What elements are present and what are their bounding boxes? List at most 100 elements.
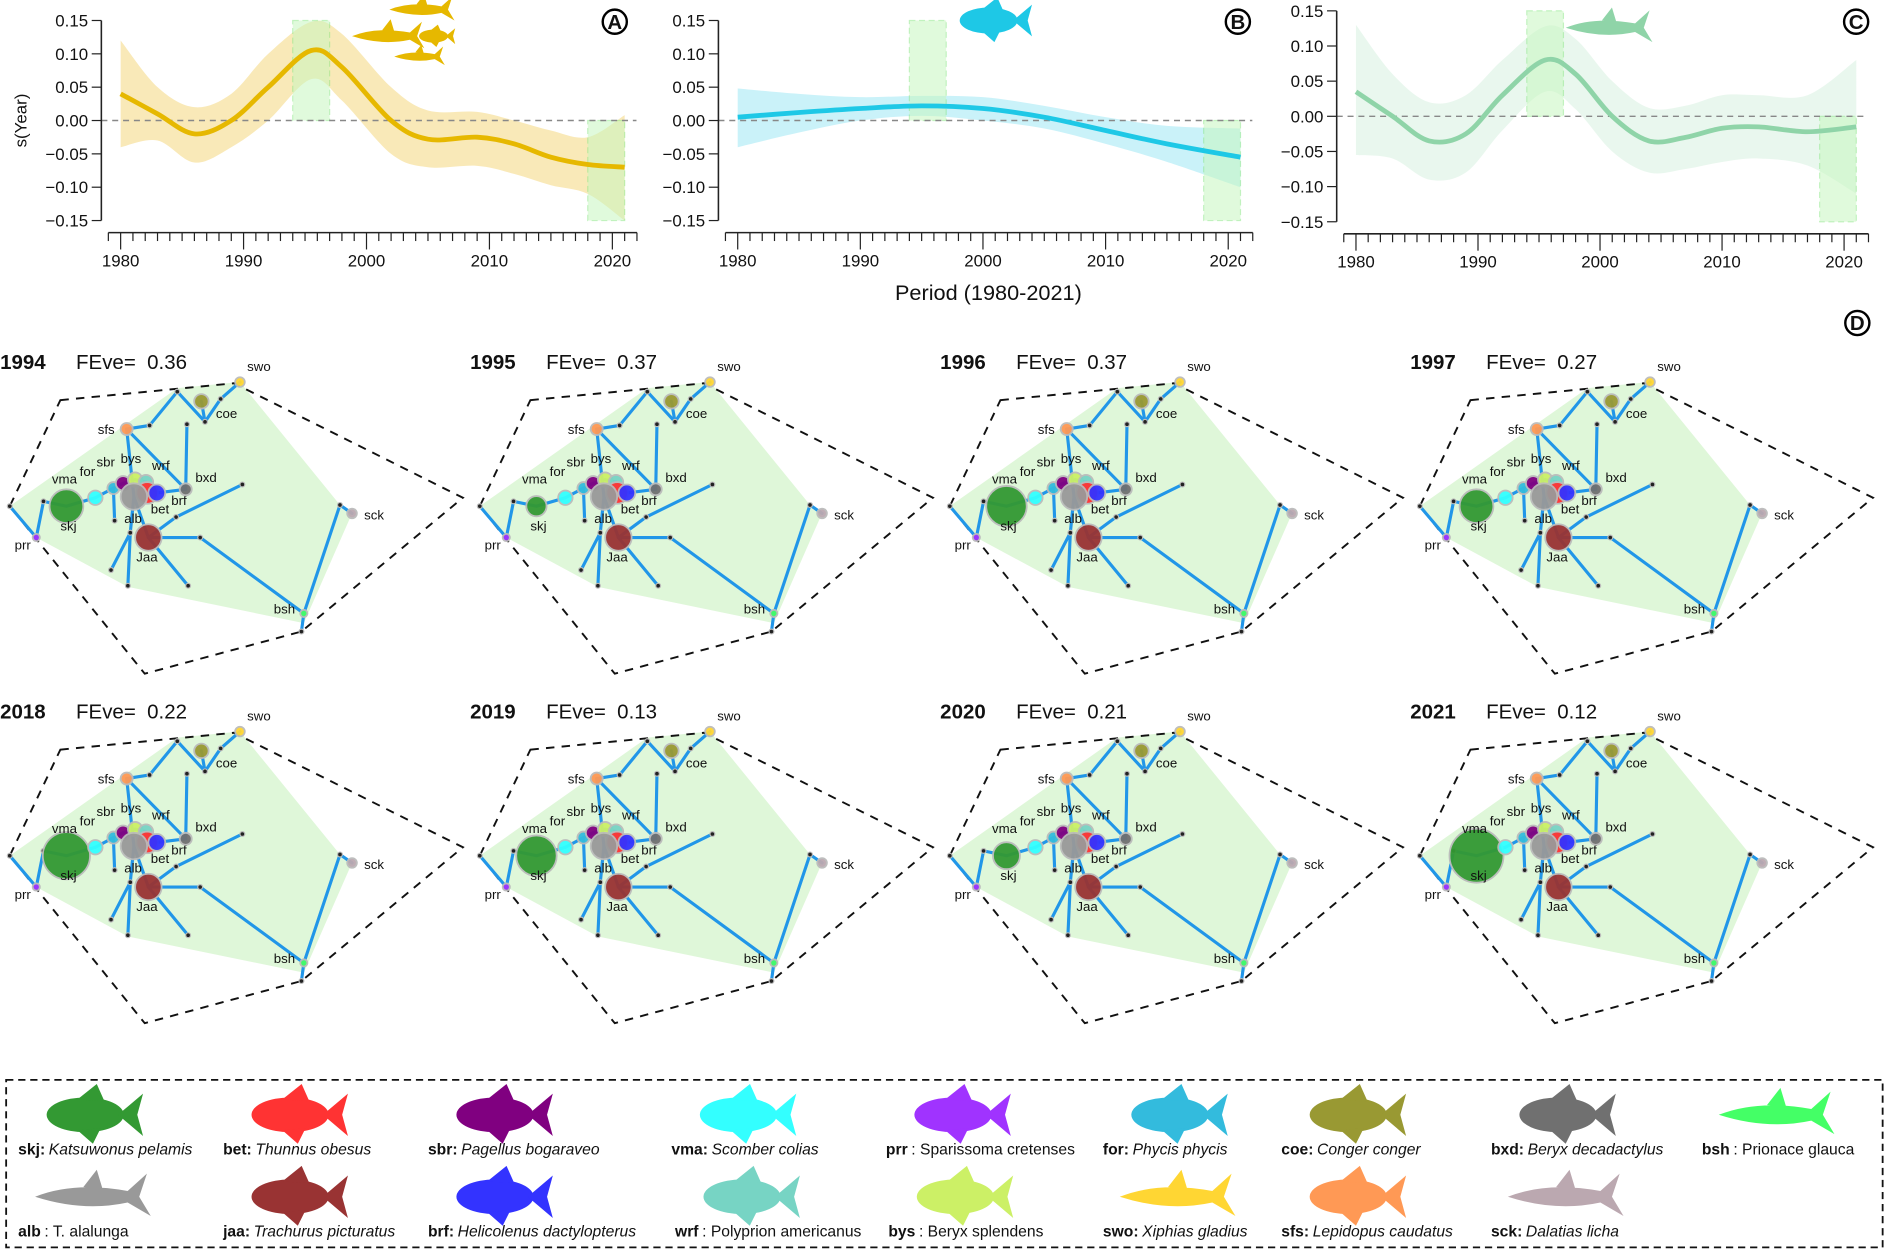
feve-label: FEve= — [546, 351, 606, 374]
internal-node — [197, 884, 204, 891]
species-node-coe — [663, 742, 680, 759]
species-name: Trachurus picturatus — [254, 1224, 396, 1241]
internal-node — [667, 884, 674, 891]
tree-edge — [1124, 772, 1129, 841]
tree-edge — [126, 531, 132, 588]
feve-label: FEve= — [1486, 700, 1546, 723]
internal-node — [1086, 422, 1093, 429]
species-label: swo — [717, 359, 741, 374]
species-node-alb — [119, 482, 149, 511]
internal-node — [616, 771, 623, 778]
y-tick-label: 0.10 — [55, 45, 88, 64]
internal-node — [1051, 517, 1058, 524]
feve-value: 0.12 — [1557, 700, 1597, 723]
species-label: skj — [60, 868, 76, 883]
species-label: sfs — [1508, 422, 1525, 437]
species-node-sck — [816, 857, 828, 869]
internal-node — [768, 978, 775, 985]
internal-node — [6, 503, 13, 510]
species-label: prr — [955, 538, 972, 553]
species-icon — [1718, 1087, 1835, 1135]
species-icon — [1519, 1083, 1616, 1144]
tree-edge — [1138, 885, 1246, 965]
tree-edge — [302, 852, 342, 965]
species-label: bxd — [665, 470, 686, 485]
tree-edge — [184, 772, 189, 841]
species-label: sfs — [568, 422, 585, 437]
y-tick-label: −0.05 — [662, 145, 705, 164]
species-label: bxd — [195, 470, 216, 485]
species-label: bet — [151, 501, 170, 516]
species-label: coe — [686, 756, 707, 771]
tree-edge — [668, 535, 776, 616]
species-label: brf — [1111, 842, 1127, 857]
global-hull — [478, 382, 935, 675]
species-node-skj — [41, 831, 91, 881]
fish-body — [1309, 1179, 1387, 1215]
fish-fin — [730, 1083, 797, 1144]
species-label: skj — [1000, 868, 1016, 883]
panel-label: A — [607, 11, 622, 34]
internal-node — [111, 517, 118, 524]
species-node-coe — [1603, 742, 1620, 759]
species-node-jaa — [1074, 523, 1103, 552]
species-label: swo — [1657, 709, 1681, 724]
species-node-sfs — [1529, 771, 1544, 786]
species-node-skj — [515, 834, 558, 877]
species-label: prr — [1425, 887, 1442, 902]
internal-node — [1708, 978, 1715, 985]
species-node-swo — [704, 376, 716, 388]
internal-node — [124, 932, 131, 939]
species-node-sck — [1756, 857, 1768, 869]
fish-body — [1131, 1097, 1209, 1133]
species-label: sfs — [1038, 771, 1055, 786]
species-label: for — [1490, 814, 1506, 829]
fish-body — [1718, 1087, 1835, 1135]
internal-node — [1607, 534, 1614, 541]
internal-node — [594, 582, 601, 589]
gam-panel-B: 0.15 0.10 0.05 0.00 −0.05 −0.10 −0.15 1980 1990 2… — [662, 8, 1254, 305]
species-label: for — [1020, 464, 1036, 479]
species-node-swo — [1174, 725, 1186, 738]
species-name: Xiphias gladius — [1141, 1224, 1247, 1241]
internal-node — [644, 738, 651, 745]
internal-node — [616, 422, 623, 429]
species-node-bxd — [178, 831, 193, 846]
x-tick-label: 2000 — [348, 251, 386, 270]
species-label: bet — [1091, 851, 1110, 866]
x-tick-label: 1980 — [1337, 253, 1375, 272]
panel-year: 1995 — [470, 351, 516, 374]
x-tick-label: 2020 — [594, 251, 632, 270]
species-label: brf — [1111, 493, 1127, 508]
species-node-alb — [589, 482, 619, 511]
fish-body — [703, 1179, 781, 1215]
internal-node — [1416, 503, 1423, 510]
species-code: vma: — [671, 1142, 708, 1159]
internal-node — [1179, 481, 1186, 488]
tree-edge — [1065, 427, 1128, 491]
internal-node — [667, 534, 674, 541]
internal-node — [643, 863, 650, 870]
tree-edge — [654, 422, 659, 491]
y-tick-label: 0.00 — [1291, 107, 1324, 126]
species-node-sfs — [119, 422, 134, 436]
internal-node — [217, 395, 224, 402]
species-label: bet — [621, 501, 640, 516]
internal-node — [1086, 771, 1093, 778]
x-tick-label: 2010 — [1087, 251, 1125, 270]
internal-node — [201, 418, 209, 425]
species-label: bxd — [1605, 470, 1626, 485]
species-node-swo — [1174, 376, 1186, 388]
species-label: alb — [1534, 861, 1552, 876]
species-label: prr — [955, 887, 972, 902]
internal-node — [298, 628, 305, 635]
species-label: sbr — [1037, 454, 1056, 469]
species-node-sck — [1756, 507, 1768, 520]
tree-edge — [174, 482, 244, 519]
legend-item: sbr: Pagellus bogaraveo — [428, 1142, 600, 1159]
species-label: for — [80, 464, 96, 479]
functional-space-hull — [1419, 731, 1763, 973]
internal-node — [1747, 501, 1754, 508]
species-label: swo — [247, 359, 271, 374]
